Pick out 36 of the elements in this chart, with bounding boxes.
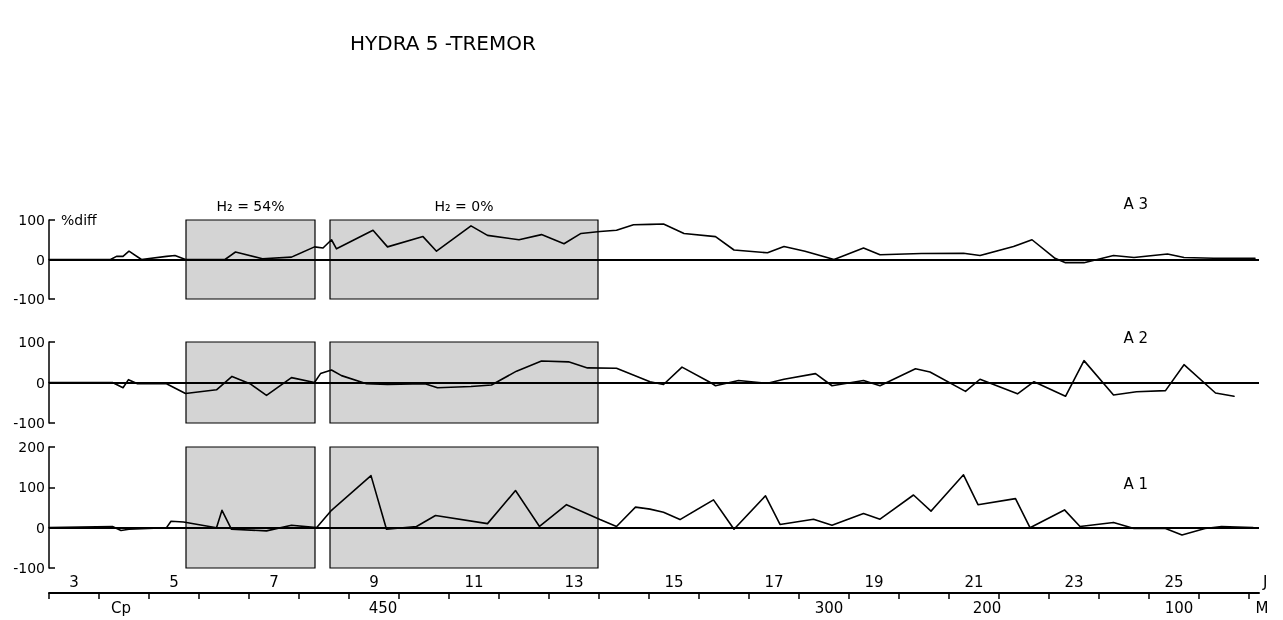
y-tick-label: 100 bbox=[18, 212, 45, 228]
x-tick-label: 21 bbox=[964, 572, 984, 591]
y-tick-label: -100 bbox=[13, 291, 45, 307]
annotation: A 1 bbox=[1123, 474, 1149, 493]
text: Cp bbox=[111, 599, 131, 617]
y-tick-label: 200 bbox=[18, 439, 45, 455]
chart-title: HYDRA 5 -TREMOR bbox=[350, 31, 536, 55]
x-tick-label: 5 bbox=[169, 572, 179, 591]
y-tick-label: 0 bbox=[36, 374, 45, 391]
x-tick-label: 23 bbox=[1064, 572, 1084, 591]
x-tick-label: 13 bbox=[564, 572, 584, 591]
x-tick-label: 7 bbox=[269, 572, 279, 591]
x-tick-label: 11 bbox=[464, 572, 484, 591]
y-tick-label: 100 bbox=[18, 334, 45, 350]
y-tick-label: 0 bbox=[36, 519, 45, 536]
text: 100 bbox=[1164, 599, 1194, 617]
y-tick-label: -100 bbox=[13, 415, 45, 431]
x-tick-label: 17 bbox=[764, 572, 784, 591]
text: 300 bbox=[814, 599, 844, 617]
y-tick-label: 100 bbox=[18, 479, 45, 496]
text: 450 bbox=[368, 599, 398, 617]
annotation: A 2 bbox=[1123, 328, 1149, 347]
x-tick-label: 15 bbox=[664, 572, 684, 591]
x-tick-label: 9 bbox=[369, 572, 379, 591]
x-axis-title: J bbox=[1262, 572, 1268, 591]
text: A 3 bbox=[1123, 194, 1149, 213]
x-tick-label: 19 bbox=[864, 572, 884, 591]
y-tick-label: 0 bbox=[36, 251, 45, 268]
x-tick-label: 25 bbox=[1164, 572, 1184, 591]
x-tick-label: 3 bbox=[69, 572, 79, 591]
y-tick-label: -100 bbox=[13, 560, 45, 576]
y-axis-title: %diff bbox=[61, 212, 98, 228]
text: M bbox=[1255, 599, 1269, 617]
band-label: H₂ = 0% bbox=[434, 198, 494, 215]
text: 200 bbox=[972, 599, 1002, 617]
band-label: H₂ = 54% bbox=[216, 198, 285, 215]
